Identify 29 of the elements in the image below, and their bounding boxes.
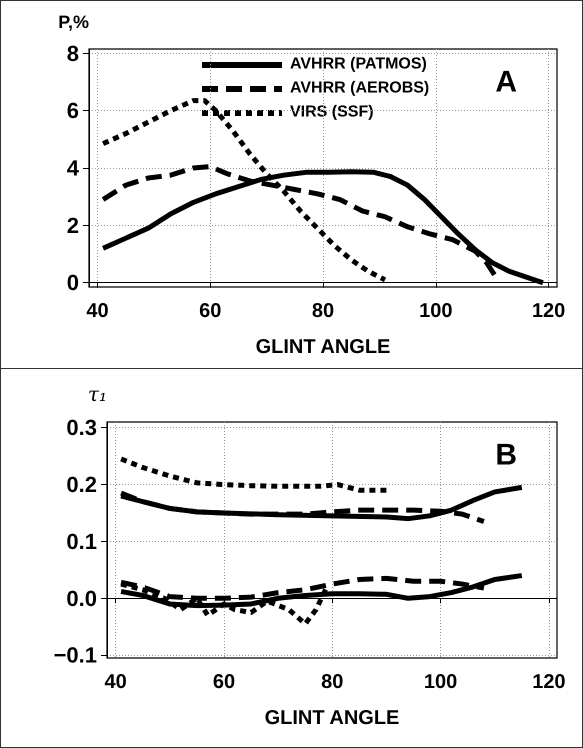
y-tick-label: 0.1 (66, 528, 97, 554)
x-tick-label: 40 (86, 300, 109, 322)
x-tick-label: 80 (312, 300, 334, 322)
y-axis-title: P,% (58, 12, 89, 32)
x-tick-label: 120 (532, 671, 566, 693)
y-tick-label: −0.1 (54, 642, 97, 668)
y-tick-label: 0 (66, 270, 79, 296)
x-tick-label: 40 (104, 671, 127, 693)
y-tick-label: 6 (66, 98, 79, 124)
y-tick-label: 0.3 (66, 415, 97, 440)
x-tick-label: 100 (419, 300, 452, 322)
y-axis-title: τ₁ (88, 382, 107, 406)
x-tick-label: 60 (212, 671, 236, 693)
y-tick-label: 8 (66, 40, 79, 66)
legend-label: VIRS (SSF) (290, 104, 374, 120)
legend-label: AVHRR (AEROBS) (290, 80, 430, 96)
y-tick-label: 0.0 (66, 586, 97, 611)
x-tick-label: 120 (532, 300, 566, 322)
legend-label: AVHRR (PATMOS) (290, 56, 427, 72)
x-tick-label: 60 (199, 300, 222, 322)
x-axis-title: GLINT ANGLE (256, 336, 390, 358)
y-tick-label: 0.2 (66, 472, 97, 498)
y-tick-label: 4 (66, 156, 80, 180)
y-tick-label: 2 (66, 212, 79, 238)
annotation: B (495, 438, 518, 472)
x-tick-label: 100 (424, 671, 458, 693)
x-tick-label: 80 (321, 671, 344, 693)
x-axis-title: GLINT ANGLE (264, 707, 400, 729)
annotation: A (495, 66, 518, 98)
